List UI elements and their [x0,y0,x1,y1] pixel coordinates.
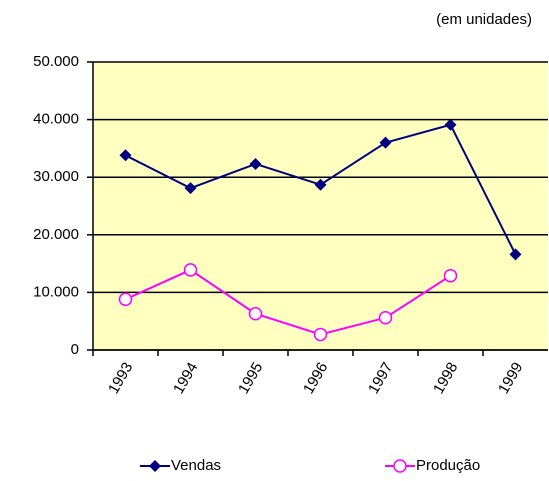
legend-label: Produção [416,457,480,474]
plot-area [93,62,548,350]
point [249,157,262,170]
point [314,178,327,191]
y-tick-label: 30.000 [33,168,79,185]
series-line [125,268,452,336]
x-tick-label: 1999 [495,359,526,396]
point [313,327,328,342]
x-tick-label: 1995 [235,359,266,396]
point [119,149,132,162]
point [184,182,197,195]
point [379,136,392,149]
x-tick-label: 1998 [430,359,461,396]
legend-label: Vendas [171,457,221,474]
point [509,248,522,261]
legend-marker [149,460,161,472]
y-tick-label: 20.000 [33,226,79,243]
y-tick-label: 0 [71,341,79,358]
point [248,306,263,321]
point [183,263,198,277]
x-tick-label: 1993 [105,359,136,396]
point [443,268,458,283]
point [118,292,133,307]
point [378,310,393,325]
x-tick-label: 1996 [300,359,331,396]
x-tick-label: 1994 [170,359,201,396]
annotation: (em unidades) [436,11,532,28]
point [444,118,457,131]
legend-marker [393,459,407,473]
y-tick-label: 40.000 [33,111,79,128]
x-tick-label: 1997 [365,359,396,396]
y-tick-label: 10.000 [33,283,79,300]
y-tick-label: 50.000 [33,53,79,70]
